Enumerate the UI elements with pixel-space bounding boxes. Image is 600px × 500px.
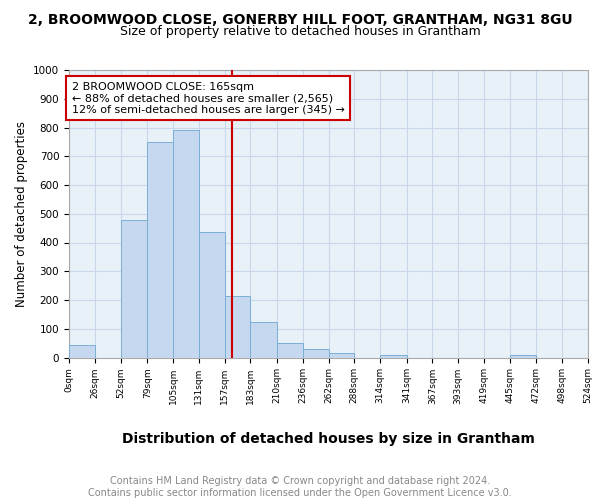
Bar (329, 353, 354, 358)
Bar (380, 354, 407, 358)
Bar (277, 342, 303, 357)
Text: Distribution of detached houses by size in Grantham: Distribution of detached houses by size … (122, 432, 535, 446)
Bar (147, 142, 173, 358)
Bar (199, 232, 224, 358)
Text: 2 BROOMWOOD CLOSE: 165sqm
← 88% of detached houses are smaller (2,565)
12% of se: 2 BROOMWOOD CLOSE: 165sqm ← 88% of detac… (72, 82, 345, 114)
Bar (250, 322, 277, 358)
Bar (303, 350, 329, 358)
Bar (121, 220, 147, 358)
Y-axis label: Number of detached properties: Number of detached properties (14, 120, 28, 306)
Bar (224, 296, 250, 358)
Text: Size of property relative to detached houses in Grantham: Size of property relative to detached ho… (119, 25, 481, 38)
Text: Contains HM Land Registry data © Crown copyright and database right 2024.
Contai: Contains HM Land Registry data © Crown c… (88, 476, 512, 498)
Bar (510, 354, 536, 358)
Text: 2, BROOMWOOD CLOSE, GONERBY HILL FOOT, GRANTHAM, NG31 8GU: 2, BROOMWOOD CLOSE, GONERBY HILL FOOT, G… (28, 12, 572, 26)
Bar (69, 344, 95, 358)
Bar (173, 130, 199, 358)
